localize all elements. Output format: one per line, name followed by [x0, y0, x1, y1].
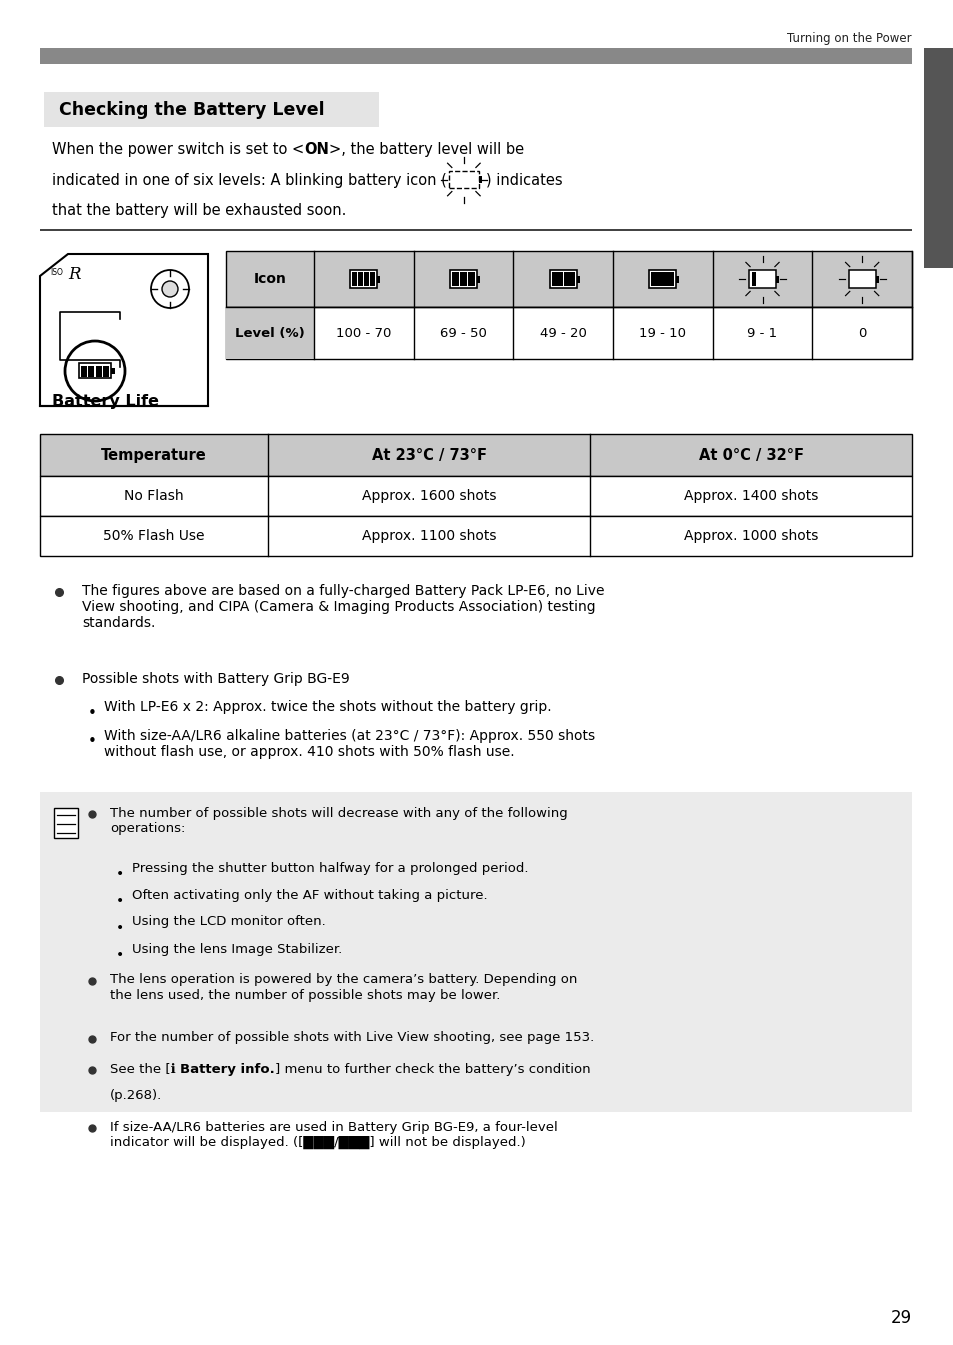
Polygon shape: [40, 254, 208, 406]
Bar: [551, 273, 562, 285]
Text: If size-AA/LR6 batteries are used in Battery Grip BG-E9, a four-level
indicator : If size-AA/LR6 batteries are used in Bat…: [110, 1120, 558, 1149]
Bar: [478, 176, 482, 183]
Text: When the power switch is set to <: When the power switch is set to <: [52, 143, 304, 157]
Text: Approx. 1000 shots: Approx. 1000 shots: [683, 529, 818, 543]
Text: •: •: [88, 706, 96, 721]
Text: The figures above are based on a fully-charged Battery Pack LP-E6, no Live
View : The figures above are based on a fully-c…: [82, 584, 604, 631]
Circle shape: [65, 342, 125, 401]
Text: 29: 29: [890, 1309, 911, 1328]
Bar: [226, 307, 314, 359]
Text: 50% Flash Use: 50% Flash Use: [103, 529, 205, 543]
Bar: [875, 276, 878, 282]
Text: Approx. 1100 shots: Approx. 1100 shots: [362, 529, 497, 543]
Bar: [40, 229, 911, 231]
Bar: [676, 276, 679, 282]
Text: Often activating only the AF without taking a picture.: Often activating only the AF without tak…: [132, 889, 487, 901]
Text: The number of possible shots will decrease with any of the following
operations:: The number of possible shots will decrea…: [110, 807, 567, 834]
Text: ) indicates: ) indicates: [485, 172, 562, 187]
Circle shape: [162, 281, 178, 297]
Text: •: •: [115, 921, 124, 935]
Text: 49 - 20: 49 - 20: [539, 327, 586, 339]
Bar: [364, 273, 369, 285]
Text: With LP-E6 x 2: Approx. twice the shots without the battery grip.: With LP-E6 x 2: Approx. twice the shots …: [104, 699, 551, 714]
Text: •: •: [115, 868, 124, 881]
Bar: [95, 366, 102, 377]
Text: >, the battery level will be: >, the battery level will be: [329, 143, 524, 157]
Text: 0: 0: [857, 327, 865, 339]
Text: Using the lens Image Stabilizer.: Using the lens Image Stabilizer.: [132, 943, 342, 955]
Text: At 0°C / 32°F: At 0°C / 32°F: [698, 448, 802, 463]
Text: that the battery will be exhausted soon.: that the battery will be exhausted soon.: [52, 203, 346, 218]
Text: See the [ℹ: See the [ℹ: [110, 1063, 180, 1076]
Text: Temperature: Temperature: [101, 448, 207, 463]
Bar: [649, 270, 676, 288]
Text: Checking the Battery Level: Checking the Battery Level: [59, 101, 324, 118]
Bar: [848, 270, 875, 288]
Text: Level (%): Level (%): [234, 327, 305, 339]
Bar: [40, 791, 911, 1111]
Bar: [226, 307, 911, 359]
Text: For the number of possible shots with Live View shooting, see page 153.: For the number of possible shots with Li…: [110, 1032, 594, 1045]
Bar: [103, 366, 109, 377]
Text: (p.268).: (p.268).: [110, 1089, 162, 1103]
Bar: [459, 273, 466, 285]
Bar: [775, 276, 779, 282]
Text: With size-AA/LR6 alkaline batteries (at 23°C / 73°F): Approx. 550 shots
without : With size-AA/LR6 alkaline batteries (at …: [104, 729, 595, 759]
Bar: [358, 273, 363, 285]
Bar: [751, 273, 756, 285]
Text: 19 - 10: 19 - 10: [639, 327, 685, 339]
Bar: [352, 273, 356, 285]
Bar: [44, 91, 378, 126]
Text: Using the LCD monitor often.: Using the LCD monitor often.: [132, 916, 325, 928]
Text: •: •: [88, 734, 96, 749]
Text: Pressing the shutter button halfway for a prolonged period.: Pressing the shutter button halfway for …: [132, 862, 528, 874]
Bar: [40, 516, 911, 555]
Text: indicated in one of six levels: A blinking battery icon (: indicated in one of six levels: A blinki…: [52, 172, 446, 187]
Text: •: •: [115, 948, 124, 962]
Bar: [923, 48, 953, 268]
Bar: [79, 363, 111, 378]
Text: ISO: ISO: [50, 268, 63, 277]
Text: ON: ON: [304, 143, 329, 157]
Text: Battery Life: Battery Life: [52, 394, 159, 409]
Bar: [40, 434, 911, 476]
Text: •: •: [115, 894, 124, 908]
Bar: [40, 48, 911, 65]
Bar: [452, 273, 458, 285]
Bar: [651, 273, 674, 285]
Bar: [468, 273, 475, 285]
Bar: [377, 276, 380, 282]
Text: No Flash: No Flash: [124, 490, 184, 503]
Text: Approx. 1600 shots: Approx. 1600 shots: [362, 490, 497, 503]
Bar: [748, 270, 775, 288]
Text: The lens operation is powered by the camera’s battery. Depending on
the lens use: The lens operation is powered by the cam…: [110, 974, 577, 1002]
Bar: [40, 476, 911, 516]
Text: R: R: [68, 266, 80, 282]
Bar: [450, 270, 476, 288]
Bar: [563, 273, 574, 285]
Text: 100 - 70: 100 - 70: [335, 327, 391, 339]
Bar: [111, 369, 114, 374]
Bar: [350, 270, 377, 288]
Text: At 23°C / 73°F: At 23°C / 73°F: [372, 448, 486, 463]
Bar: [576, 276, 579, 282]
Bar: [226, 252, 911, 307]
Text: 9 - 1: 9 - 1: [746, 327, 777, 339]
Bar: [54, 807, 78, 838]
Text: ] menu to further check the battery’s condition: ] menu to further check the battery’s co…: [274, 1063, 590, 1076]
Bar: [89, 366, 94, 377]
Bar: [370, 273, 375, 285]
Circle shape: [151, 270, 189, 308]
Text: Turning on the Power: Turning on the Power: [786, 32, 911, 44]
Bar: [476, 276, 479, 282]
Text: 69 - 50: 69 - 50: [439, 327, 486, 339]
Text: Possible shots with Battery Grip BG-E9: Possible shots with Battery Grip BG-E9: [82, 671, 350, 686]
Text: Icon: Icon: [253, 272, 286, 286]
Text: Battery info.: Battery info.: [180, 1063, 274, 1076]
Bar: [81, 366, 87, 377]
Bar: [449, 171, 478, 188]
Text: Approx. 1400 shots: Approx. 1400 shots: [683, 490, 818, 503]
Bar: [549, 270, 576, 288]
